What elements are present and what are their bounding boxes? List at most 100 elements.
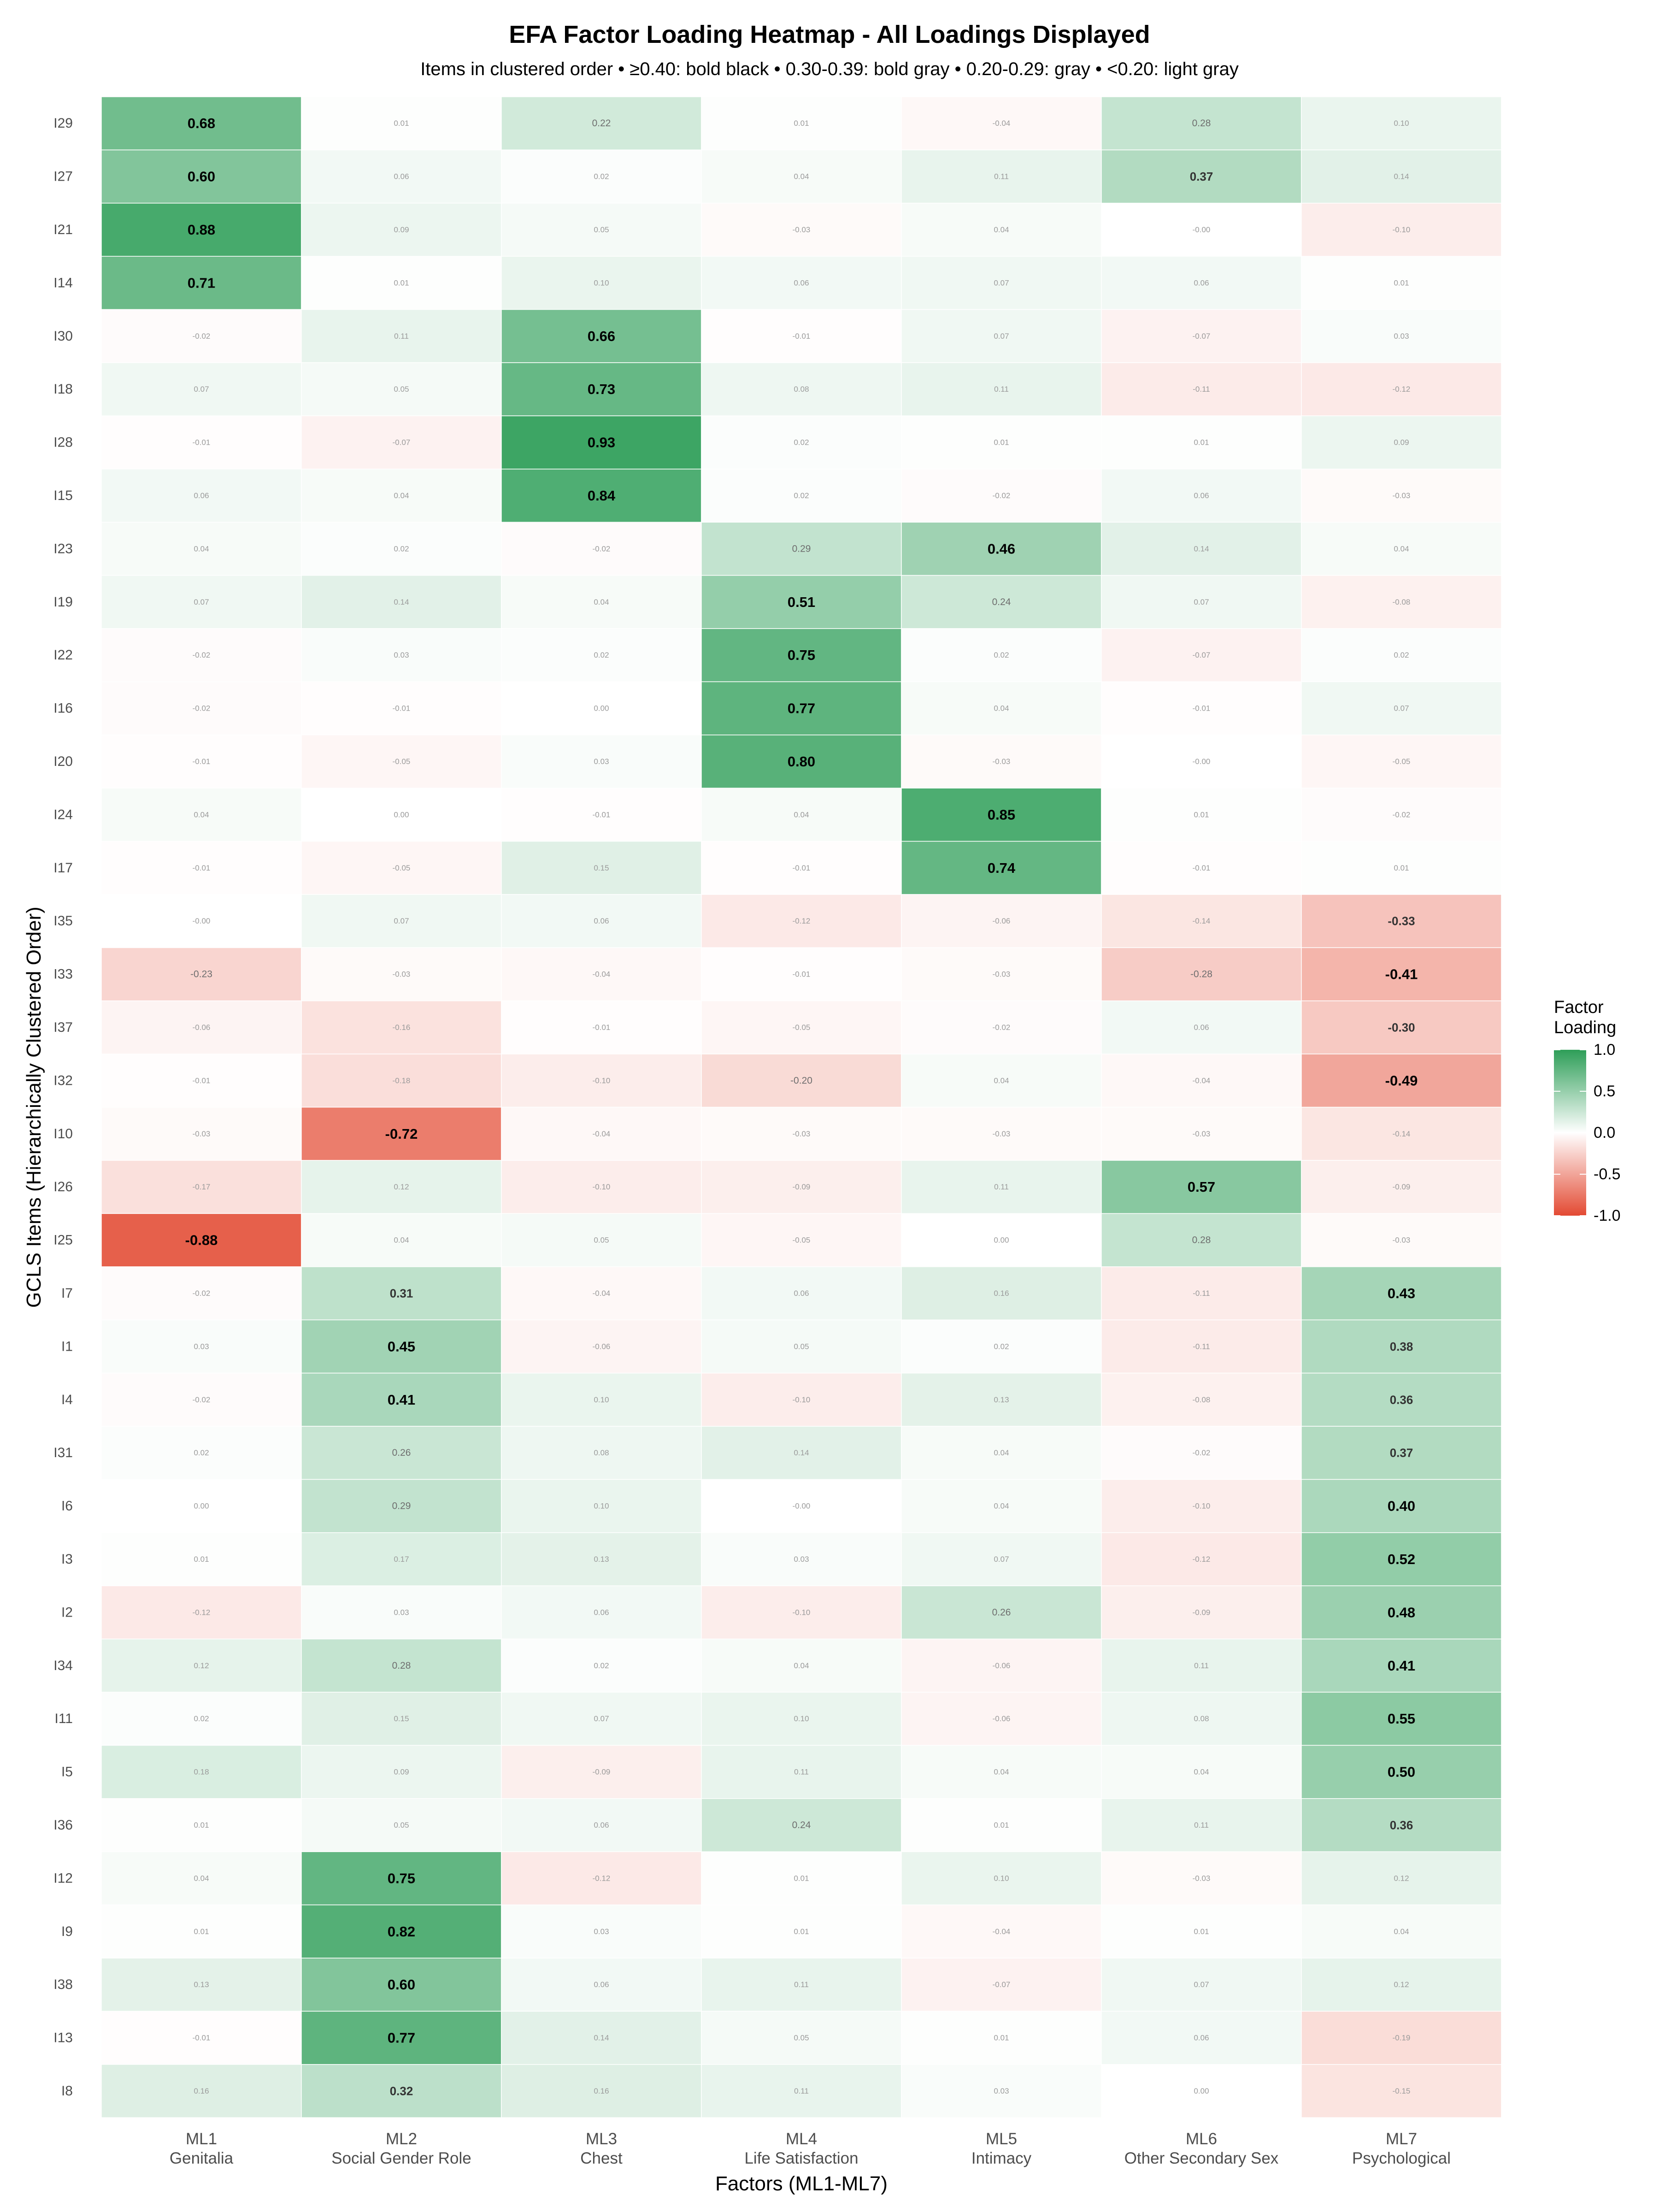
cell-label: -0.01 (593, 810, 611, 819)
heatmap-cell (1101, 788, 1302, 842)
heatmap-cell (901, 469, 1102, 523)
cell-label: -0.41 (1385, 966, 1418, 982)
cell-label: -0.72 (385, 1126, 418, 1142)
heatmap-cell (1301, 362, 1502, 417)
cell-label: 0.02 (194, 1714, 209, 1723)
item-tick-label: I38 (53, 1977, 73, 1992)
cell-label: -0.08 (1193, 1395, 1211, 1404)
heatmap-cell (901, 1266, 1102, 1320)
item-tick-label: I18 (53, 382, 73, 397)
cell-label: -0.05 (393, 757, 411, 766)
heatmap-cell (301, 1532, 502, 1586)
cell-label: 0.14 (594, 2034, 609, 2042)
cell-label: -0.00 (193, 917, 211, 925)
cell-label: -0.03 (793, 1130, 811, 1138)
heatmap-cell (701, 1479, 902, 1533)
heatmap-cell (301, 894, 502, 948)
heatmap-cell (1301, 469, 1502, 523)
cell-label: 0.04 (794, 1661, 809, 1670)
cell-label: 0.01 (194, 1821, 209, 1830)
cell-label: -0.03 (993, 757, 1011, 766)
heatmap-cell (1101, 469, 1302, 523)
cell-label: 0.84 (588, 488, 616, 504)
heatmap-cell (1101, 1000, 1302, 1054)
cell-label: -0.10 (1393, 225, 1411, 234)
cell-label: 0.07 (594, 1714, 609, 1723)
cell-label: 0.32 (390, 2084, 413, 2098)
cell-label: 0.05 (594, 225, 609, 234)
heatmap-cell (301, 1053, 502, 1108)
cell-label: -0.04 (993, 119, 1011, 128)
chart-title: EFA Factor Loading Heatmap - All Loading… (509, 21, 1150, 48)
heatmap-cell (1301, 1106, 1502, 1161)
cell-label: 0.28 (1192, 118, 1211, 129)
cell-label: 0.04 (194, 810, 209, 819)
cell-label: 0.14 (1194, 544, 1209, 553)
heatmap-cell (1101, 1745, 1302, 1799)
heatmap-cell (501, 469, 702, 523)
cell-label: 0.52 (1388, 1551, 1415, 1567)
cell-label: 0.50 (1388, 1764, 1415, 1780)
heatmap-cell (1301, 1266, 1502, 1320)
heatmap-cell (501, 788, 702, 842)
heatmap-cell (701, 149, 902, 204)
heatmap-cell (1301, 1745, 1502, 1799)
cell-label: 0.06 (594, 1980, 609, 1989)
factor-code-label: ML4 (786, 2130, 817, 2148)
heatmap-cell (501, 2064, 702, 2118)
cell-label: 0.10 (1394, 119, 1409, 128)
cell-label: -0.01 (793, 970, 811, 979)
heatmap-cell (501, 1904, 702, 1959)
heatmap-cell (1301, 149, 1502, 204)
heatmap-cell (1101, 203, 1302, 257)
cell-label: 0.48 (1388, 1604, 1415, 1620)
cell-label: 0.00 (194, 1502, 209, 1511)
heatmap-cell (901, 628, 1102, 682)
heatmap-cell (701, 309, 902, 363)
heatmap-cell (1301, 415, 1502, 470)
cell-label: 0.82 (388, 1924, 415, 1940)
cell-label: 0.36 (1390, 1393, 1413, 1406)
cell-label: 0.14 (1394, 172, 1409, 181)
legend-tick-label: 0.0 (1594, 1124, 1615, 1141)
heatmap-cell (1101, 309, 1302, 363)
cell-label: 0.04 (194, 1874, 209, 1883)
cell-label: -0.10 (1193, 1502, 1211, 1511)
cell-label: 0.93 (588, 435, 615, 451)
item-tick-label: I30 (53, 329, 73, 344)
item-tick-label: I33 (53, 967, 73, 982)
item-tick-label: I3 (61, 1552, 73, 1567)
cell-label: 0.01 (994, 2034, 1009, 2042)
legend-title-line: Factor (1554, 998, 1604, 1017)
cell-label: -0.12 (193, 1608, 211, 1617)
heatmap-cell (1301, 575, 1502, 629)
heatmap-cell (501, 1160, 702, 1214)
heatmap-cell (1101, 947, 1302, 1001)
cell-label: 0.29 (792, 543, 811, 554)
heatmap-cell (901, 1319, 1102, 1374)
heatmap-cell (901, 1532, 1102, 1586)
cell-label: 0.14 (394, 598, 409, 606)
heatmap-cell (1301, 309, 1502, 363)
heatmap-cell (301, 1106, 502, 1161)
factor-code-label: ML1 (186, 2130, 217, 2148)
cell-label: 0.06 (1194, 2034, 1209, 2042)
cell-label: 0.55 (1388, 1711, 1415, 1727)
heatmap-cell (1301, 1426, 1502, 1480)
cell-label: 0.09 (1394, 438, 1409, 447)
heatmap-cell (501, 149, 702, 204)
heatmap-cell (501, 1053, 702, 1108)
heatmap-cell (501, 309, 702, 363)
heatmap-cell (901, 522, 1102, 576)
heatmap-cell (1301, 1532, 1502, 1586)
heatmap-cell (1301, 522, 1502, 576)
cell-label: -0.03 (793, 225, 811, 234)
heatmap-cell (901, 1213, 1102, 1267)
heatmap-cell (1101, 1319, 1302, 1374)
cell-label: 0.01 (1394, 278, 1409, 287)
item-tick-label: I10 (53, 1126, 73, 1141)
cell-label: -0.05 (393, 864, 411, 872)
cell-label: -0.04 (593, 1130, 611, 1138)
heatmap-cell (701, 1692, 902, 1746)
